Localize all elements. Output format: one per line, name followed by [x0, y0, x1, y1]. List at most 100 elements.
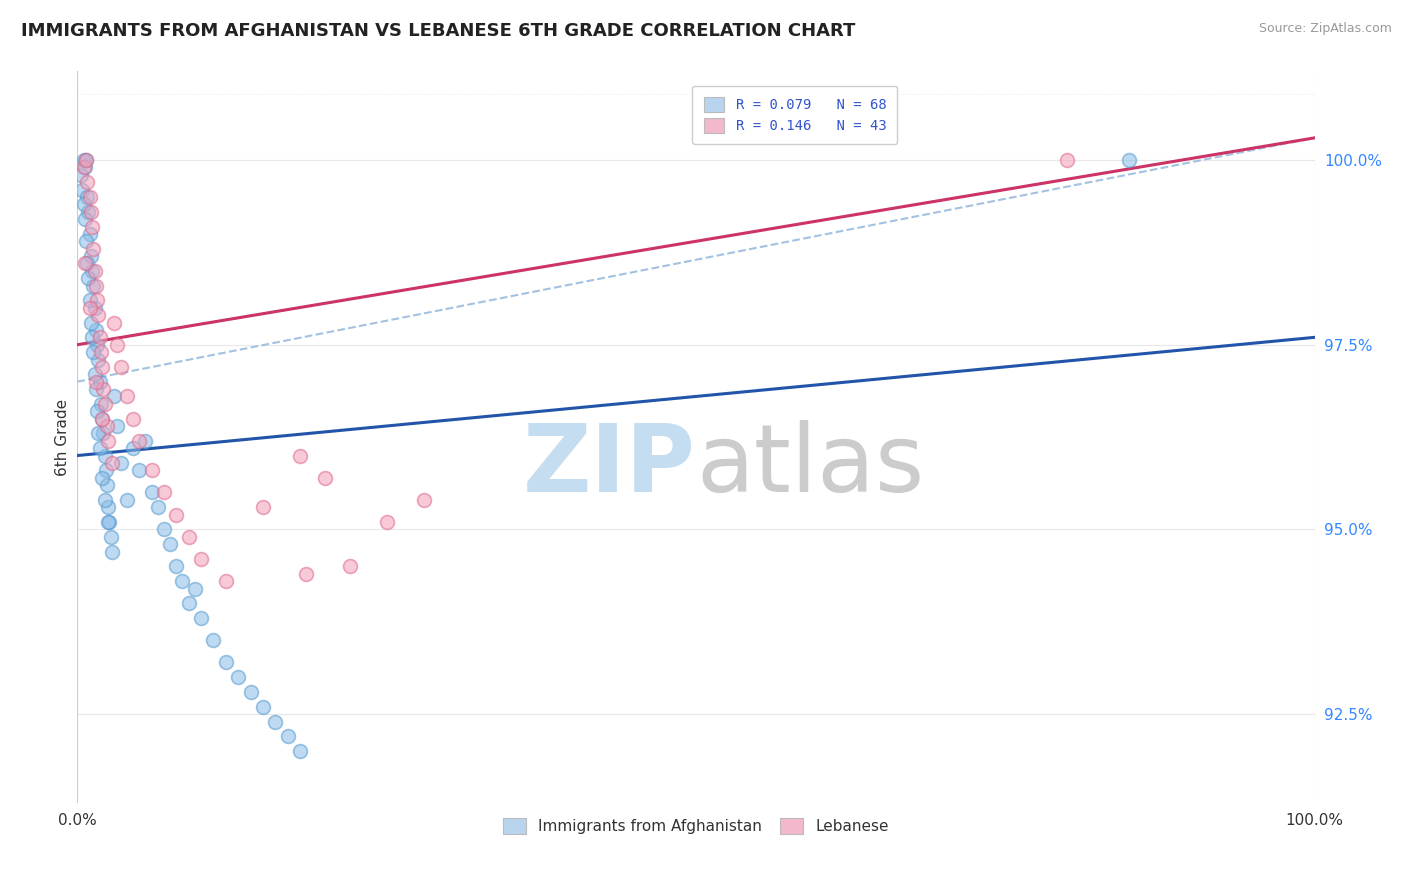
Point	[80, 204, 103, 219]
Point	[190, 611, 212, 625]
Point	[103, 316, 125, 330]
Point	[226, 670, 249, 684]
Point	[277, 729, 299, 743]
Point	[73, 256, 96, 270]
Point	[84, 278, 107, 293]
Point	[76, 256, 98, 270]
Point	[190, 552, 212, 566]
Point	[1056, 153, 1078, 167]
Point	[84, 323, 107, 337]
Point	[76, 190, 98, 204]
Point	[100, 530, 122, 544]
Point	[93, 492, 115, 507]
Point	[91, 359, 114, 374]
Point	[252, 500, 274, 515]
Text: Source: ZipAtlas.com: Source: ZipAtlas.com	[1258, 22, 1392, 36]
Point	[288, 449, 311, 463]
Point	[82, 242, 104, 256]
Point	[110, 359, 132, 374]
Point	[83, 264, 105, 278]
Point	[122, 441, 145, 455]
Point	[122, 411, 145, 425]
Point	[96, 478, 118, 492]
Text: atlas: atlas	[696, 420, 924, 512]
Point	[110, 456, 132, 470]
Point	[90, 345, 112, 359]
Point	[101, 456, 124, 470]
Point	[72, 197, 94, 211]
Point	[70, 168, 93, 182]
Y-axis label: 6th Grade: 6th Grade	[55, 399, 70, 475]
Point	[202, 633, 225, 648]
Point	[105, 337, 128, 351]
Point	[87, 426, 110, 441]
Point	[94, 463, 117, 477]
Point	[79, 190, 101, 204]
Point	[72, 153, 94, 167]
Point	[128, 434, 150, 448]
Point	[412, 492, 434, 507]
Point	[93, 397, 115, 411]
Point	[91, 471, 114, 485]
Point	[288, 744, 311, 758]
Point	[76, 175, 98, 189]
Text: IMMIGRANTS FROM AFGHANISTAN VS LEBANESE 6TH GRADE CORRELATION CHART: IMMIGRANTS FROM AFGHANISTAN VS LEBANESE …	[21, 22, 855, 40]
Point	[98, 515, 121, 529]
Point	[82, 345, 104, 359]
Point	[184, 582, 207, 596]
Point	[89, 441, 111, 455]
Point	[146, 500, 169, 515]
Point	[165, 559, 187, 574]
Point	[153, 523, 176, 537]
Point	[96, 419, 118, 434]
Point	[80, 316, 103, 330]
Point	[89, 330, 111, 344]
Point	[83, 368, 105, 382]
Point	[79, 301, 101, 315]
Point	[91, 382, 114, 396]
Point	[97, 434, 120, 448]
Point	[115, 492, 138, 507]
Point	[159, 537, 181, 551]
Point	[83, 301, 105, 315]
Point	[97, 515, 120, 529]
Point	[82, 219, 104, 234]
Point	[1118, 153, 1140, 167]
Point	[141, 463, 163, 477]
Point	[215, 574, 238, 589]
Point	[134, 434, 156, 448]
Point	[89, 375, 111, 389]
Point	[375, 515, 398, 529]
Point	[103, 389, 125, 403]
Point	[128, 463, 150, 477]
Point	[82, 330, 104, 344]
Legend: Immigrants from Afghanistan, Lebanese: Immigrants from Afghanistan, Lebanese	[491, 806, 901, 847]
Point	[93, 449, 115, 463]
Point	[79, 293, 101, 308]
Point	[172, 574, 194, 589]
Point	[239, 685, 262, 699]
Point	[295, 566, 318, 581]
Point	[264, 714, 287, 729]
Point	[87, 352, 110, 367]
Point	[215, 656, 238, 670]
Point	[91, 411, 114, 425]
Point	[72, 183, 94, 197]
Point	[80, 249, 103, 263]
Point	[115, 389, 138, 403]
Point	[75, 235, 97, 249]
Point	[97, 500, 120, 515]
Point	[79, 227, 101, 241]
Point	[72, 161, 94, 175]
Point	[105, 419, 128, 434]
Point	[84, 382, 107, 396]
Point	[91, 426, 114, 441]
Point	[84, 375, 107, 389]
Point	[177, 596, 200, 610]
Point	[87, 308, 110, 322]
Point	[339, 559, 361, 574]
Point	[73, 212, 96, 227]
Point	[86, 337, 108, 351]
Point	[90, 397, 112, 411]
Point	[73, 161, 96, 175]
